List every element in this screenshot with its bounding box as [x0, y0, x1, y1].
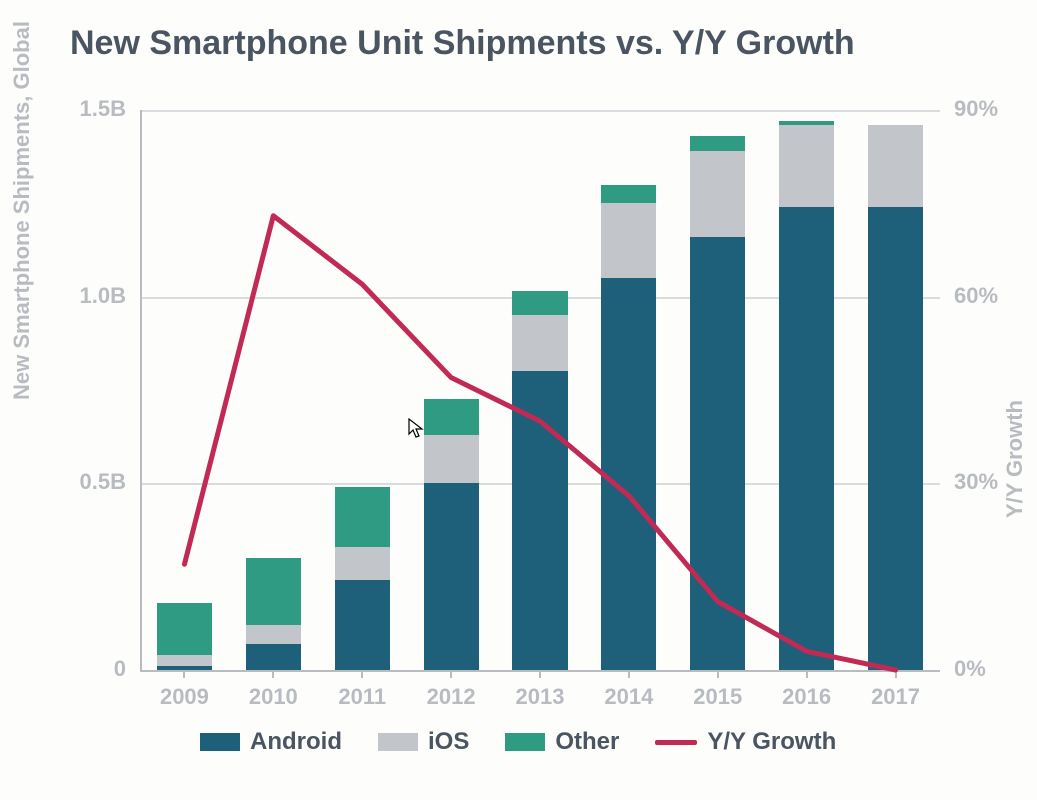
x-tick-mark	[450, 670, 452, 678]
x-tick-mark	[272, 670, 274, 678]
x-tick-label: 2015	[693, 684, 742, 710]
x-tick-label: 2014	[604, 684, 653, 710]
x-tick-label: 2013	[516, 684, 565, 710]
x-tick-label: 2009	[160, 684, 209, 710]
legend-item: iOS	[378, 728, 469, 756]
x-tick-mark	[628, 670, 630, 678]
y-axis-left-label: New Smartphone Shipments, Global	[9, 21, 35, 400]
x-tick-mark	[183, 670, 185, 678]
y-axis-right-label: Y/Y Growth	[1002, 400, 1028, 518]
x-tick-mark	[539, 670, 541, 678]
x-tick-mark	[806, 670, 808, 678]
plot-area: 00.5B1.0B1.5B0%30%60%90%2009201020112012…	[140, 110, 940, 670]
legend-item: Android	[200, 728, 342, 756]
y-right-tick: 30%	[954, 469, 998, 495]
legend-swatch-line	[655, 740, 697, 745]
x-tick-mark	[717, 670, 719, 678]
legend-label: Android	[250, 728, 342, 756]
legend-label: iOS	[428, 728, 469, 756]
y-left-tick: 0	[114, 656, 126, 682]
chart-container: New Smartphone Unit Shipments vs. Y/Y Gr…	[0, 0, 1037, 800]
legend-item: Y/Y Growth	[655, 728, 836, 756]
growth-line	[140, 110, 940, 670]
legend-swatch-box	[200, 733, 240, 751]
y-right-tick: 60%	[954, 283, 998, 309]
legend-swatch-box	[505, 733, 545, 751]
y-left-tick: 0.5B	[80, 469, 126, 495]
x-tick-label: 2012	[427, 684, 476, 710]
y-right-tick: 90%	[954, 96, 998, 122]
y-left-tick: 1.0B	[80, 283, 126, 309]
x-tick-mark	[361, 670, 363, 678]
y-right-tick: 0%	[954, 656, 986, 682]
legend-item: Other	[505, 728, 619, 756]
x-tick-label: 2016	[782, 684, 831, 710]
legend: Android iOS Other Y/Y Growth	[200, 728, 836, 756]
chart-title: New Smartphone Unit Shipments vs. Y/Y Gr…	[70, 24, 855, 63]
x-tick-label: 2010	[249, 684, 298, 710]
x-tick-label: 2017	[871, 684, 920, 710]
x-tick-label: 2011	[338, 684, 386, 710]
y-left-tick: 1.5B	[80, 96, 126, 122]
legend-swatch-box	[378, 733, 418, 751]
legend-label: Other	[555, 728, 619, 756]
legend-label: Y/Y Growth	[707, 728, 836, 756]
